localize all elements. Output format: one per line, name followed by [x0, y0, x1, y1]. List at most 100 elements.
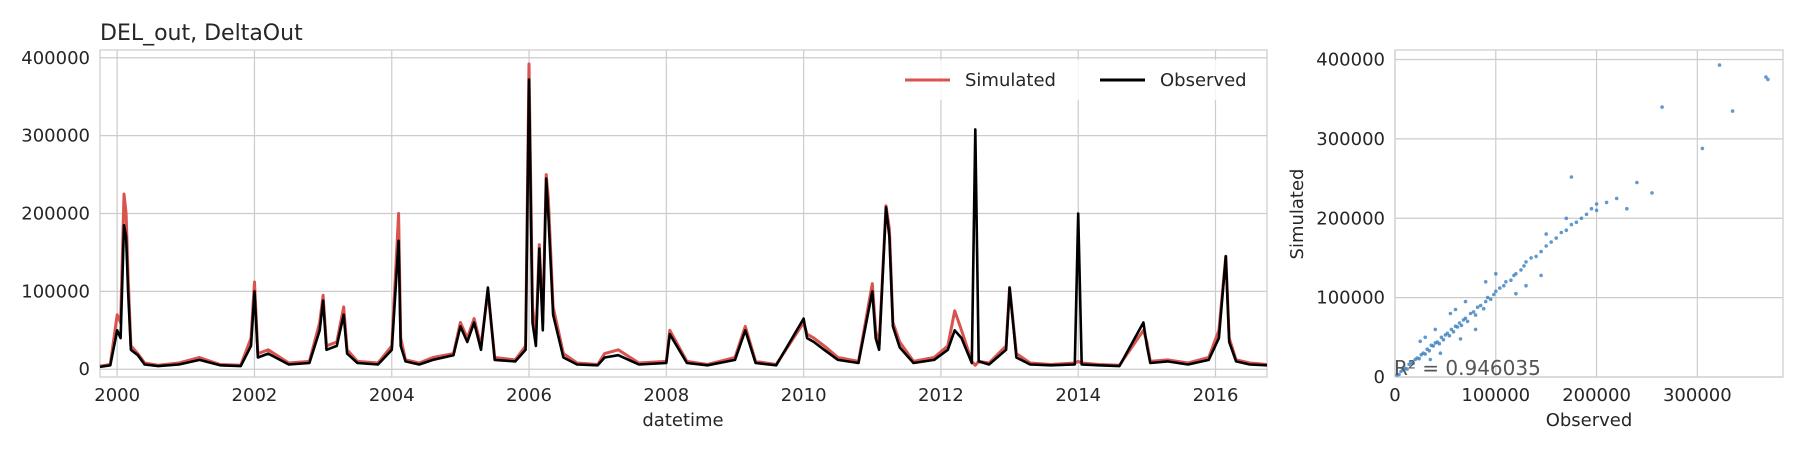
scatter-y-tick-label: 0 — [1374, 367, 1385, 388]
scatter-point — [1423, 352, 1427, 356]
r-squared-annotation: R² = 0.946035 — [1394, 356, 1541, 380]
scatter-point — [1433, 327, 1438, 332]
scatter-point — [1448, 311, 1453, 316]
scatter-point — [1411, 361, 1415, 366]
series-line-observed — [99, 78, 1268, 369]
scatter-point — [1481, 306, 1486, 311]
timeseries-x-tick-label: 2014 — [1055, 385, 1101, 406]
scatter-point — [1534, 254, 1538, 259]
scatter-point — [1397, 372, 1401, 377]
scatter-point — [1717, 63, 1722, 67]
scatter-point — [1423, 335, 1427, 340]
scatter-point — [1764, 75, 1768, 79]
scatter-point — [1494, 289, 1498, 294]
legend-label-simulated: Simulated — [965, 70, 1056, 91]
scatter-point — [1418, 339, 1422, 344]
scatter-point — [1514, 272, 1518, 276]
scatter-point — [1468, 311, 1473, 316]
timeseries-x-tick-label: 2010 — [781, 385, 827, 406]
scatter-panel: 0 100000 200000 300000 0 100000 200000 300000 4… — [1287, 49, 1784, 431]
timeseries-x-tick-label: 2002 — [232, 385, 278, 406]
scatter-point — [1564, 228, 1569, 232]
scatter-point — [1766, 77, 1770, 82]
scatter-point — [1475, 305, 1480, 310]
scatter-point — [1514, 291, 1518, 296]
scatter-point — [1625, 206, 1629, 211]
timeseries-lines — [99, 62, 1268, 369]
timeseries-x-tick-label: 2008 — [643, 385, 689, 406]
scatter-point — [1730, 109, 1735, 113]
scatter-point — [1594, 202, 1599, 206]
scatter-point — [1453, 307, 1458, 312]
scatter-point — [1445, 331, 1450, 336]
scatter-point — [1451, 330, 1456, 334]
timeseries-x-tick-label: 2004 — [369, 385, 415, 406]
scatter-point — [1502, 283, 1506, 288]
scatter-x-tick-label: 300000 — [1663, 385, 1732, 406]
legend: Simulated Observed — [895, 60, 1255, 100]
scatter-point — [1524, 283, 1528, 288]
scatter-point — [1509, 278, 1513, 283]
scatter-x-tick-label: 100000 — [1461, 385, 1530, 406]
series-line-simulated — [99, 62, 1268, 368]
scatter-point — [1660, 105, 1664, 109]
scatter-x-tick-label: 0 — [1389, 385, 1400, 406]
scatter-point — [1564, 216, 1569, 221]
scatter-point — [1447, 333, 1452, 338]
chart-title: DEL_out, DeltaOut — [100, 21, 303, 46]
scatter-point — [1650, 191, 1654, 195]
scatter-point — [1498, 286, 1502, 290]
scatter-point — [1463, 299, 1468, 304]
scatter-point — [1478, 303, 1483, 308]
timeseries-y-tick-label: 100000 — [21, 281, 90, 302]
scatter-point — [1635, 180, 1639, 185]
timeseries-y-tick-label: 300000 — [21, 126, 90, 147]
scatter-point — [1589, 206, 1594, 211]
scatter-point — [1494, 272, 1498, 276]
scatter-point — [1483, 299, 1488, 304]
scatter-point — [1529, 256, 1533, 260]
scatter-point — [1455, 325, 1460, 329]
scatter-x-ticks: 0 100000 200000 300000 — [1389, 385, 1731, 406]
scatter-point — [1569, 175, 1574, 179]
scatter-point — [1473, 313, 1478, 317]
timeseries-x-tick-label: 2000 — [94, 385, 140, 406]
scatter-point — [1405, 367, 1409, 371]
scatter-x-axis-label: Observed — [1546, 410, 1633, 431]
scatter-point — [1700, 146, 1705, 151]
timeseries-x-tick-label: 2006 — [506, 385, 552, 406]
scatter-point — [1441, 337, 1446, 342]
scatter-point — [1544, 232, 1548, 236]
scatter-point — [1549, 240, 1553, 244]
timeseries-y-ticks: 0 100000 200000 300000 400000 — [21, 48, 90, 380]
scatter-point — [1594, 208, 1599, 213]
scatter-point — [1438, 351, 1443, 356]
scatter-y-tick-label: 300000 — [1316, 129, 1385, 150]
scatter-point — [1465, 319, 1470, 324]
timeseries-x-tick-label: 2012 — [918, 385, 964, 406]
scatter-point — [1427, 349, 1432, 353]
scatter-point — [1522, 264, 1526, 268]
scatter-point — [1417, 356, 1421, 361]
scatter-point — [1439, 335, 1444, 340]
scatter-x-tick-label: 200000 — [1562, 385, 1631, 406]
scatter-point — [1554, 236, 1558, 240]
scatter-point — [1483, 280, 1488, 284]
scatter-point — [1458, 337, 1463, 341]
timeseries-y-tick-label: 0 — [79, 359, 90, 380]
scatter-y-tick-label: 100000 — [1316, 288, 1385, 309]
scatter-point — [1428, 357, 1433, 362]
timeseries-panel: DEL_out, DeltaOut 2000 2002 2004 2006 2008 20… — [21, 21, 1268, 431]
scatter-point — [1431, 344, 1436, 348]
scatter-point — [1539, 249, 1543, 254]
scatter-plot-area — [1394, 49, 1784, 378]
scatter-point — [1473, 327, 1478, 332]
scatter-point — [1519, 268, 1523, 272]
scatter-points — [1395, 63, 1770, 377]
scatter-point — [1544, 244, 1548, 248]
timeseries-y-tick-label: 200000 — [21, 204, 90, 225]
scatter-point — [1457, 321, 1462, 325]
scatter-point — [1579, 216, 1584, 221]
scatter-point — [1614, 196, 1619, 201]
scatter-point — [1604, 200, 1609, 205]
